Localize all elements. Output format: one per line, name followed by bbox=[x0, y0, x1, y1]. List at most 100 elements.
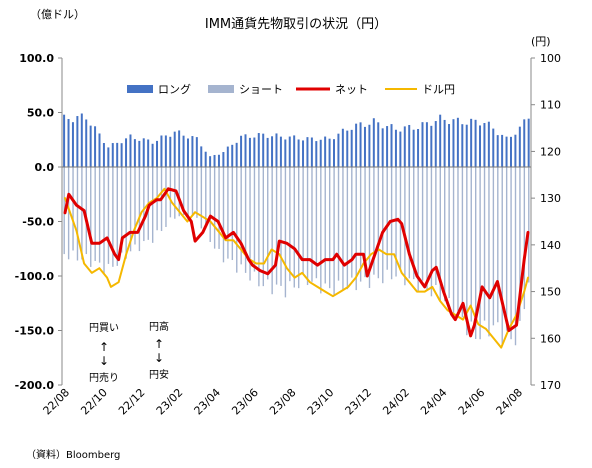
long-bar bbox=[147, 139, 150, 167]
long-bar bbox=[284, 139, 287, 167]
short-bar bbox=[444, 167, 446, 302]
long-bar bbox=[244, 134, 247, 167]
long-bar bbox=[527, 118, 530, 167]
usdjpy-line bbox=[64, 187, 529, 349]
long-bar bbox=[355, 123, 358, 167]
long-bar bbox=[337, 133, 340, 167]
legend-short-label: ショート bbox=[239, 83, 283, 96]
short-bar bbox=[258, 167, 260, 287]
short-bar bbox=[320, 167, 322, 294]
long-bar bbox=[324, 136, 327, 167]
short-bar bbox=[267, 167, 269, 280]
short-bar bbox=[129, 167, 132, 252]
short-bar bbox=[399, 167, 402, 271]
left-tick-label: 50.0 bbox=[27, 107, 54, 120]
right-tick-label: 150 bbox=[540, 286, 561, 299]
left-tick-label: -150.0 bbox=[15, 325, 55, 338]
short-bar bbox=[342, 167, 344, 290]
long-bar bbox=[518, 126, 521, 167]
right-tick-label: 130 bbox=[540, 192, 561, 205]
left-tick-label: 100.0 bbox=[19, 52, 54, 65]
short-bar bbox=[187, 167, 189, 221]
short-bar bbox=[514, 167, 517, 346]
legend-long-swatch bbox=[127, 85, 153, 93]
bar-series bbox=[63, 113, 530, 346]
short-bar bbox=[280, 167, 282, 286]
long-bar bbox=[456, 117, 459, 167]
x-tick-label: 23/04 bbox=[192, 386, 224, 418]
long-bar bbox=[253, 137, 256, 167]
short-bar bbox=[293, 167, 295, 288]
long-bar bbox=[297, 139, 300, 167]
long-bar bbox=[182, 135, 185, 167]
long-bar bbox=[71, 122, 74, 167]
legend-net-label: ネット bbox=[335, 83, 368, 96]
long-bar bbox=[505, 136, 508, 167]
short-bar bbox=[107, 167, 110, 264]
long-bar bbox=[465, 124, 468, 167]
short-bar bbox=[222, 167, 225, 263]
short-bar bbox=[81, 167, 83, 260]
long-bar bbox=[302, 140, 305, 167]
short-bar bbox=[275, 167, 278, 285]
long-bar bbox=[213, 154, 216, 167]
long-bar bbox=[328, 138, 331, 167]
long-bar bbox=[509, 136, 512, 167]
long-bar bbox=[448, 124, 451, 167]
short-bar bbox=[289, 167, 291, 282]
short-bar bbox=[112, 167, 114, 267]
axes: 100.0 50.0 0.0 -50.0 -100.0 -150.0 -200.0 100 11… bbox=[15, 52, 561, 418]
long-bar bbox=[421, 122, 424, 167]
x-tick-label: 22/12 bbox=[116, 386, 148, 418]
short-bar bbox=[483, 167, 486, 321]
short-bar bbox=[143, 167, 145, 242]
legend: ロング ショート ネット ドル円 bbox=[127, 82, 455, 96]
short-bar bbox=[231, 167, 234, 261]
short-bar bbox=[90, 167, 92, 267]
short-bar bbox=[209, 167, 211, 242]
short-bar bbox=[85, 167, 88, 255]
long-bar bbox=[257, 133, 260, 167]
short-bar bbox=[501, 167, 503, 345]
short-bar bbox=[306, 167, 309, 286]
long-bar bbox=[483, 123, 486, 167]
annotation-yen-weak: 円安 bbox=[149, 368, 169, 381]
long-bar bbox=[394, 129, 397, 167]
long-bar bbox=[80, 113, 83, 167]
long-bar bbox=[279, 136, 282, 167]
long-bar bbox=[235, 142, 238, 167]
long-bar bbox=[452, 119, 455, 167]
long-bar bbox=[443, 119, 446, 167]
short-bar bbox=[244, 167, 247, 273]
long-bar bbox=[76, 116, 79, 167]
short-bar bbox=[519, 167, 521, 321]
long-bar bbox=[319, 139, 322, 167]
right-tick-label: 120 bbox=[540, 145, 561, 158]
short-bar bbox=[395, 167, 397, 277]
short-bar bbox=[426, 167, 428, 290]
long-bar bbox=[275, 133, 278, 167]
long-bar bbox=[204, 151, 207, 167]
short-bar bbox=[165, 167, 167, 228]
long-bar bbox=[514, 134, 517, 167]
annotation-yen-buy: 円買い bbox=[89, 322, 119, 334]
long-bar bbox=[293, 135, 296, 167]
short-bar bbox=[377, 167, 380, 279]
long-bar bbox=[129, 134, 132, 167]
annotation-left: 円買い ↑ ↓ 円売り bbox=[89, 322, 119, 384]
short-bar bbox=[271, 167, 273, 295]
long-bar bbox=[125, 138, 128, 167]
short-bar bbox=[284, 167, 287, 298]
long-bar bbox=[133, 139, 136, 167]
left-tick-label: -50.0 bbox=[22, 216, 54, 229]
short-bar bbox=[227, 167, 229, 259]
x-tick-label: 24/02 bbox=[380, 386, 412, 418]
short-bar bbox=[218, 167, 220, 249]
left-tick-label: -200.0 bbox=[15, 379, 55, 392]
short-bar bbox=[510, 167, 512, 340]
short-bar bbox=[368, 167, 371, 288]
x-tick-label: 23/10 bbox=[305, 386, 337, 418]
long-bar bbox=[399, 131, 402, 167]
long-bar bbox=[523, 119, 526, 167]
short-bar bbox=[311, 167, 313, 282]
